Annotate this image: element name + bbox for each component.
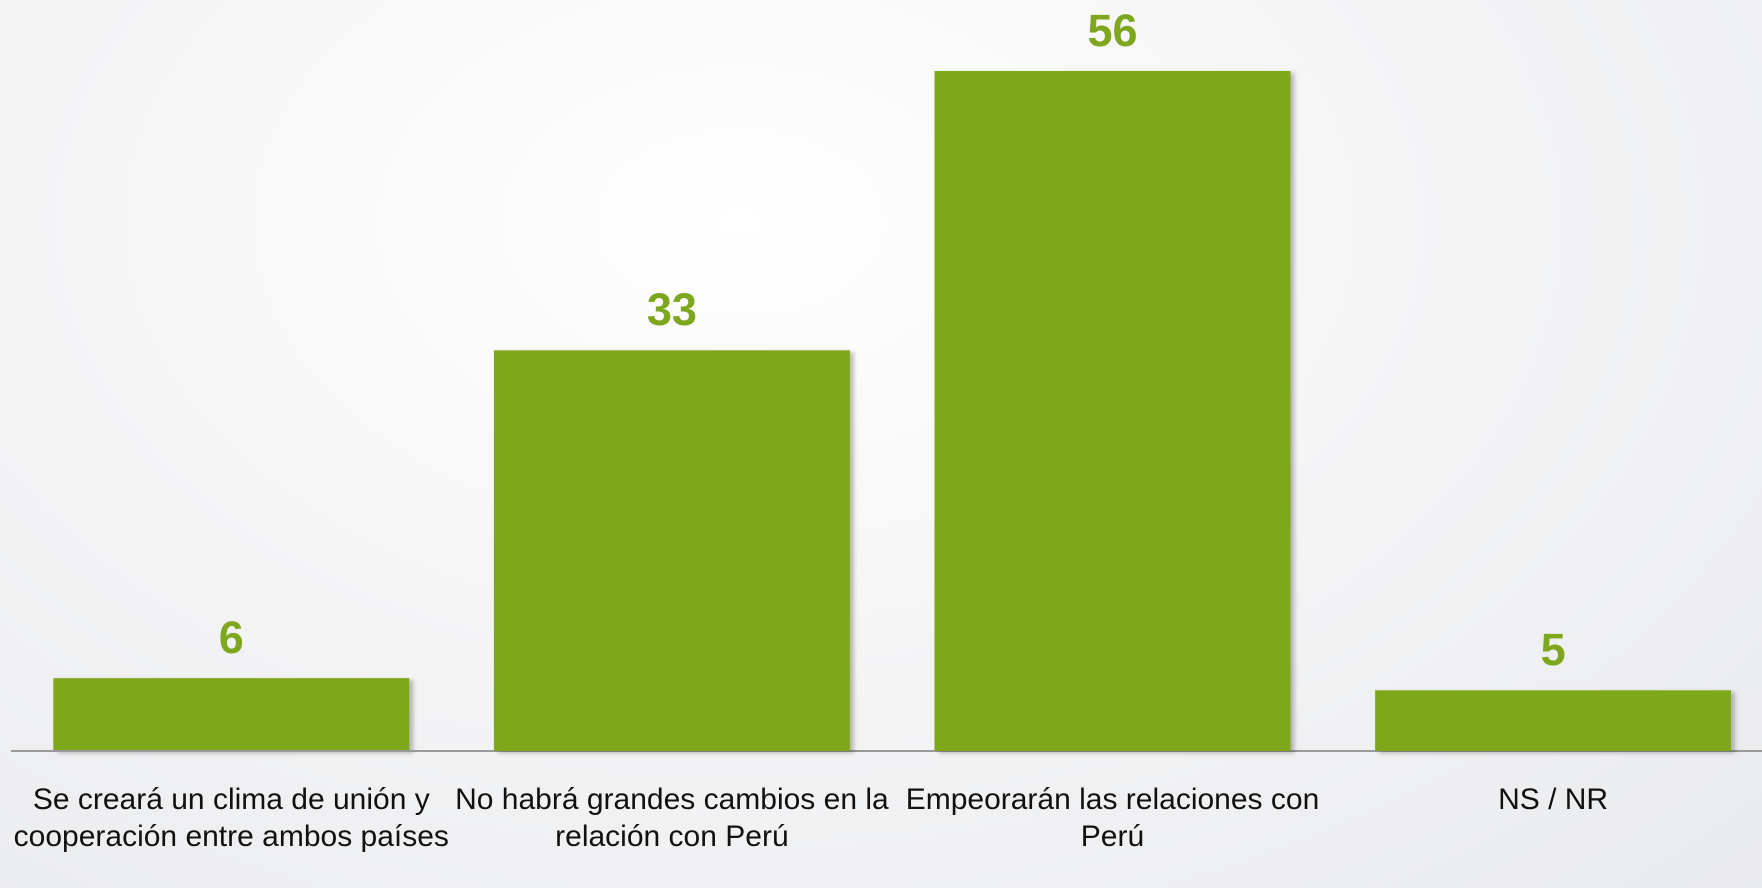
x-tick-label: Se creará un clima de unión y cooperació…: [13, 783, 449, 853]
x-tick-label: No habrá grandes cambios en la relación …: [455, 783, 889, 853]
value-label: 5: [1541, 624, 1566, 675]
x-tick-label: NS / NR: [1498, 783, 1609, 816]
bar: [53, 678, 410, 751]
value-label: 6: [219, 612, 244, 663]
value-label: 56: [1087, 5, 1137, 56]
bar: [493, 350, 850, 751]
x-tick-label: Empeorarán las relaciones con Perú: [905, 783, 1320, 853]
value-label: 33: [647, 284, 697, 335]
bar: [934, 71, 1291, 751]
bar: [1375, 690, 1732, 751]
